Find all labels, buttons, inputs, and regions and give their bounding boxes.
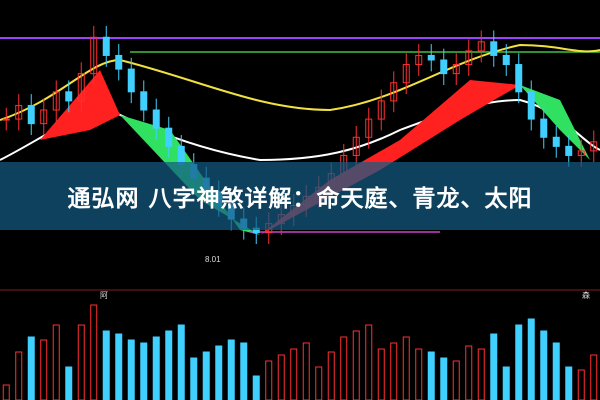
candle (27, 104, 35, 125)
volume-bar (202, 351, 210, 400)
candle (452, 64, 460, 75)
volume-bar (352, 330, 360, 400)
volume-bar (127, 339, 135, 400)
volume-marker: 阿 (100, 291, 108, 300)
band-up-1 (40, 70, 120, 140)
volume-bar (40, 339, 48, 400)
volume-bar (440, 357, 448, 400)
candle (77, 73, 85, 102)
volume-bar (27, 336, 35, 400)
volume-bar (502, 366, 510, 400)
candle (377, 100, 385, 120)
volume-bar (402, 336, 410, 400)
volume-bar (490, 333, 498, 400)
volume-bar (227, 339, 235, 400)
volume-bar (365, 324, 373, 400)
volume-bar (477, 348, 485, 400)
volume-bar (165, 330, 173, 400)
candle (502, 54, 510, 66)
volume-bar (65, 366, 73, 400)
candles (2, 25, 598, 245)
volume-bar (215, 345, 223, 400)
candle (90, 36, 98, 75)
volume-bar (340, 336, 348, 400)
candle (577, 150, 585, 156)
volume-bar (577, 369, 585, 400)
candle (65, 91, 73, 102)
candle (127, 68, 135, 93)
candle (2, 118, 10, 121)
volume-bar (540, 330, 548, 400)
candle (540, 118, 548, 138)
volume-bar (590, 354, 598, 400)
band-down-2 (520, 85, 590, 160)
volume-bar (565, 366, 573, 400)
volume-bar (265, 360, 273, 400)
candle (365, 118, 373, 138)
volume-bar (552, 342, 560, 400)
volume-bar (277, 354, 285, 400)
candle (152, 109, 160, 129)
volume-bar (15, 351, 23, 400)
candle (115, 54, 123, 70)
candle (402, 64, 410, 84)
candle (440, 59, 448, 75)
candle (52, 91, 60, 111)
candle (590, 141, 598, 152)
candle (515, 64, 523, 93)
candle (40, 109, 48, 125)
volume-bar (427, 351, 435, 400)
volume-bar (465, 345, 473, 400)
candle (415, 54, 423, 66)
low-price-label: 8.01 (205, 255, 221, 264)
candle (527, 91, 535, 120)
candle (140, 91, 148, 111)
volume-bar (302, 342, 310, 400)
title-banner: 通弘网 八字神煞详解：命天庭、青龙、太阳 (0, 162, 600, 230)
volume-bar (2, 384, 10, 400)
candle (552, 136, 560, 147)
volume-bar (115, 333, 123, 400)
volume-bar (177, 324, 185, 400)
volume-bar (77, 324, 85, 400)
volume-bar (315, 366, 323, 400)
candle (427, 54, 435, 61)
article-title: 通弘网 八字神煞详解：命天庭、青龙、太阳 (67, 186, 533, 212)
candle (565, 145, 573, 156)
candle (102, 36, 110, 56)
volume-marker-right: 森 (582, 290, 590, 300)
volume-bars (2, 304, 598, 400)
volume-bar (152, 336, 160, 400)
volume-bar (240, 342, 248, 400)
volume-bar (527, 318, 535, 400)
volume-bar (252, 375, 260, 400)
volume-bar (102, 330, 110, 400)
volume-bar (52, 324, 60, 400)
candle (15, 104, 23, 120)
candle (165, 127, 173, 147)
volume-bar (90, 304, 98, 400)
volume-bar (140, 342, 148, 400)
candle (477, 41, 485, 52)
candle (465, 50, 473, 66)
volume-bar (327, 351, 335, 400)
volume-bar (415, 348, 423, 400)
candle (390, 82, 398, 102)
volume-bar (390, 342, 398, 400)
volume-bar (452, 360, 460, 400)
volume-bar (290, 348, 298, 400)
candle (352, 136, 360, 156)
volume-bar (190, 357, 198, 400)
volume-bar (515, 324, 523, 400)
candle (490, 41, 498, 56)
volume-bar (377, 348, 385, 400)
